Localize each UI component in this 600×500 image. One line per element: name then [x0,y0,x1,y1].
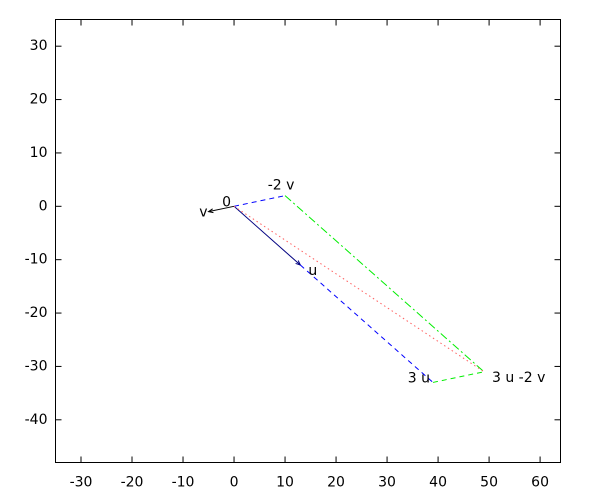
y-tick-label: -10 [25,252,48,268]
vector-line [233,205,485,373]
x-tick-label: -30 [70,475,93,491]
arrow-head [295,260,302,266]
vector-line [432,371,485,383]
annotation: 3 u [408,370,430,386]
x-tick-label: 30 [378,475,396,491]
y-tick-label: -30 [25,358,48,374]
annotation: 3 u -2 v [492,370,545,386]
vector-line [208,205,235,213]
x-tick-label: 20 [327,475,345,491]
x-tick-label: 60 [531,475,549,491]
x-tick-label: 40 [429,475,447,491]
x-tick-label: 10 [276,475,294,491]
annotation: v [199,205,207,221]
y-tick-label: 30 [30,38,48,54]
x-tick-label: 0 [230,475,239,491]
x-tick-label: -20 [121,475,144,491]
annotation: -2 v [268,178,295,194]
arrow-head [207,208,214,214]
annotation: u [308,263,317,279]
y-tick-label: 0 [39,198,48,214]
vector-line [284,195,485,373]
vector-line [300,264,434,383]
vector-line [233,205,301,266]
plot-frame [55,19,561,463]
x-tick-label: 50 [480,475,498,491]
vector-line [233,195,286,207]
x-tick-label: -10 [172,475,195,491]
annotation: 0 [222,194,231,210]
y-tick-label: 10 [30,145,48,161]
y-tick-label: -20 [25,305,48,321]
y-tick-label: 20 [30,92,48,108]
y-tick-label: -40 [25,412,48,428]
